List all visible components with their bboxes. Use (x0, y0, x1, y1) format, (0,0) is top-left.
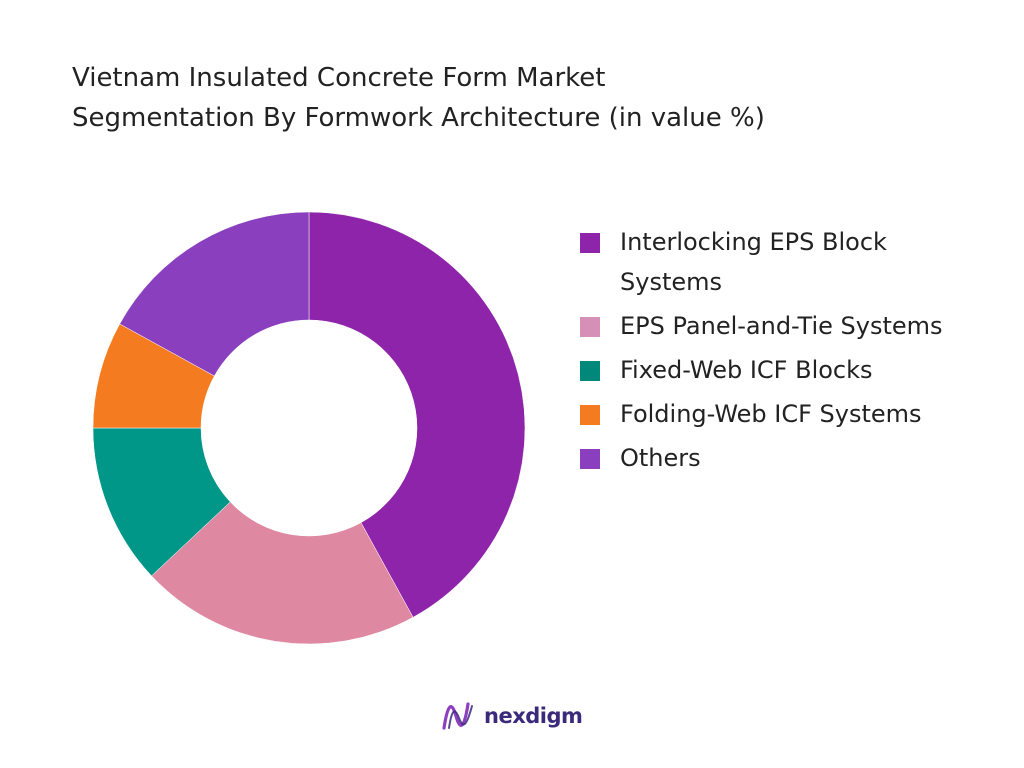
legend-label: Others (620, 444, 701, 472)
nexdigm-logo: nexdigm (440, 698, 583, 734)
legend-item: Others (580, 438, 1020, 478)
donut-slice-2 (151, 501, 414, 645)
donut-slice-5 (119, 211, 310, 377)
legend-swatch (580, 361, 600, 381)
chart-legend: Interlocking EPS Block Systems EPS Panel-… (580, 222, 1020, 482)
nexdigm-logo-mark-icon (442, 702, 473, 730)
legend-label: Folding-Web ICF Systems (620, 400, 922, 428)
chart-title-line-2: Segmentation By Formwork Architecture (i… (72, 103, 765, 133)
legend-label: Interlocking EPS Block Systems (620, 228, 887, 296)
legend-item: Folding-Web ICF Systems (580, 394, 1020, 434)
chart-title: Vietnam Insulated Concrete Form Market S… (72, 58, 972, 138)
legend-item: EPS Panel-and-Tie Systems (580, 306, 1020, 346)
nexdigm-logo-text: nexdigm (484, 704, 583, 728)
donut-slices (92, 211, 526, 645)
legend-swatch (580, 449, 600, 469)
donut-slice-1 (308, 211, 526, 618)
legend-swatch (580, 317, 600, 337)
legend-label: Fixed-Web ICF Blocks (620, 356, 873, 384)
legend-label: EPS Panel-and-Tie Systems (620, 312, 943, 340)
legend-swatch (580, 233, 600, 253)
legend-item: Interlocking EPS Block Systems (580, 222, 1020, 302)
chart-title-line-1: Vietnam Insulated Concrete Form Market (72, 63, 606, 93)
legend-item: Fixed-Web ICF Blocks (580, 350, 1020, 390)
legend-swatch (580, 405, 600, 425)
